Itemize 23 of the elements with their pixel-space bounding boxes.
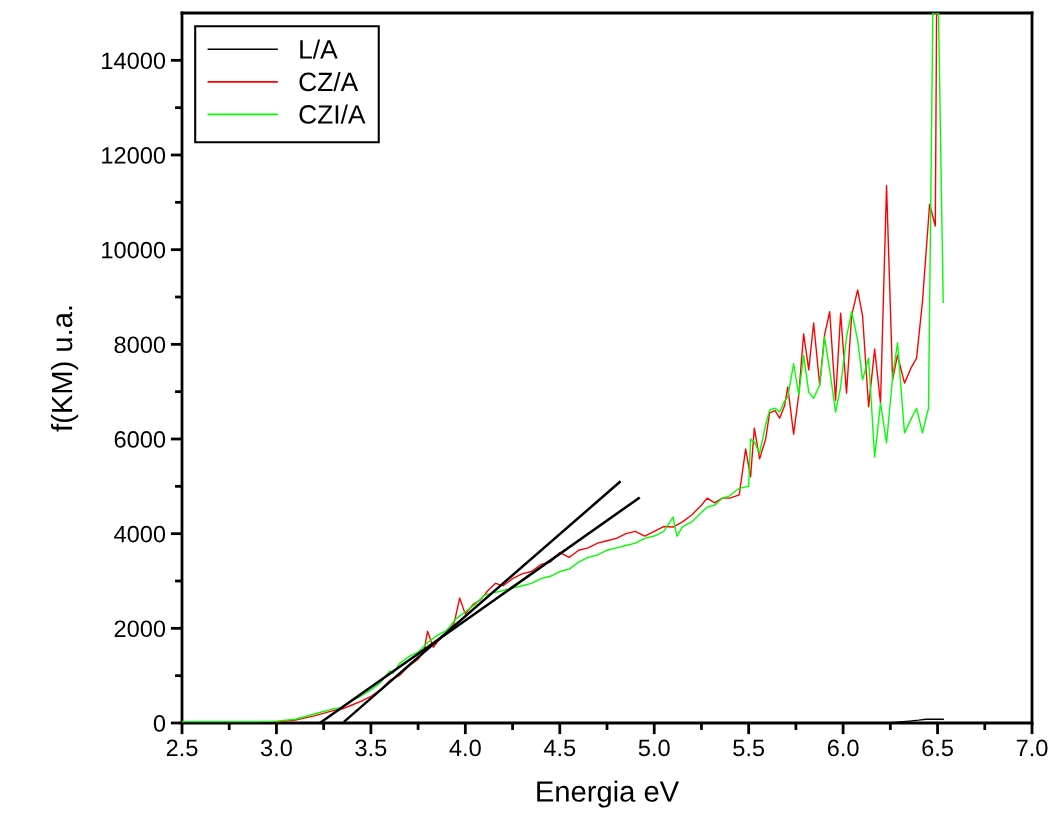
y-tick-label: 6000 [114,431,166,448]
x-axis-title: Energia eV [537,780,680,808]
x-tick-label: 3.0 [260,739,292,757]
y-tick-label: 14000 [102,52,166,70]
x-tick-label: 5.5 [733,739,765,757]
y-tick-label: 10000 [102,241,166,259]
x-tick-label: 4.0 [449,739,481,757]
y-tick-label: 4000 [114,525,166,543]
y-tick-label: 0 [153,715,166,732]
y-tick-label: 8000 [114,336,166,354]
legend-label: CZI/A [299,104,366,124]
x-tick-label: 3.5 [355,739,387,757]
x-tick-label: 2.5 [166,739,198,757]
x-tick-label: 4.5 [543,739,576,757]
legend-label: L/A [300,39,338,59]
x-tick-label: 7.0 [1016,739,1048,757]
y-axis-title: f(KM) u.a. [50,306,79,432]
x-tick-label: 6.0 [827,739,859,757]
legend-label: CZ/A [299,71,359,92]
x-tick-label: 5.0 [638,739,670,757]
y-tick-label: 2000 [114,620,166,638]
y-tick-label: 12000 [102,147,166,164]
x-tick-label: 6.5 [922,739,953,757]
